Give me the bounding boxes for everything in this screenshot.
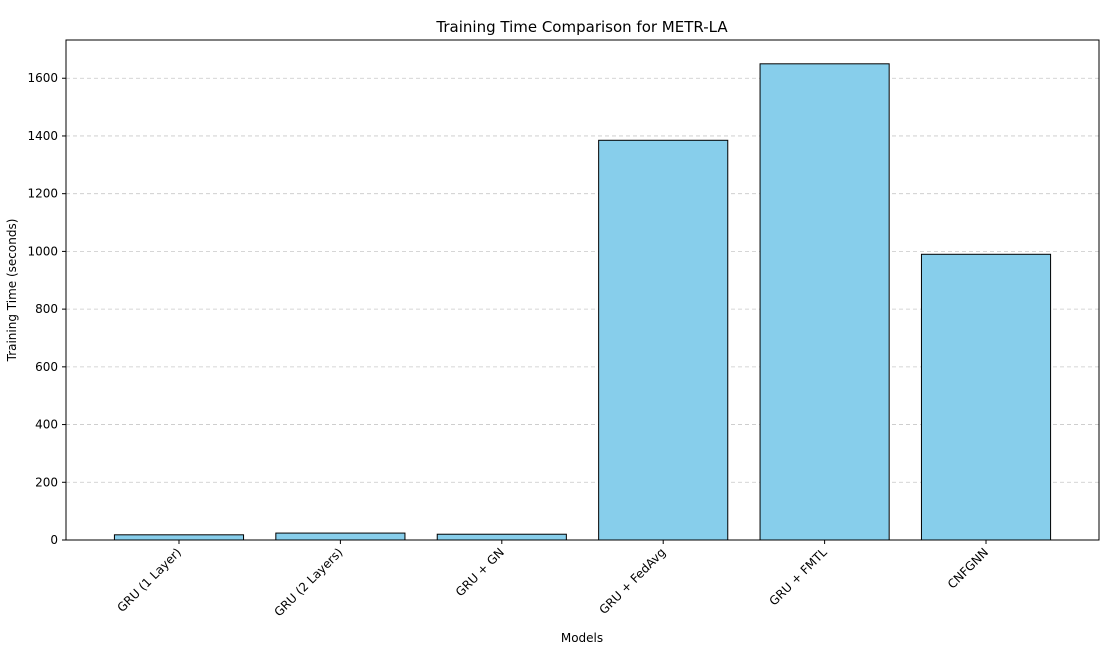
y-tick-label: 400: [35, 418, 58, 432]
y-tick-label: 200: [35, 475, 58, 489]
bar: [598, 139, 729, 541]
x-tick-label: GRU (1 Layer): [114, 545, 184, 615]
y-tick-label: 800: [35, 302, 58, 316]
bar: [436, 533, 567, 541]
y-axis-label: Training Time (seconds): [5, 219, 19, 363]
bar: [759, 63, 890, 541]
x-axis: GRU (1 Layer) GRU (2 Layers) GRU + GN GRU +…: [114, 540, 991, 619]
y-tick-label: 1000: [27, 244, 58, 258]
bars: [113, 63, 1052, 541]
y-tick-label: 1200: [27, 187, 58, 201]
plot-frame: [65, 39, 1100, 541]
y-tick-label: 1600: [27, 71, 58, 85]
bar: [275, 532, 406, 541]
x-tick-label: GRU + GN: [453, 545, 507, 599]
y-tick-label: 0: [50, 533, 58, 547]
bar: [920, 253, 1052, 541]
y-tick-label: 600: [35, 360, 58, 374]
bar: [113, 534, 245, 541]
chart-title: Training Time Comparison for METR-LA: [435, 18, 728, 36]
x-tick-label: CNFGNN: [945, 545, 991, 591]
y-axis: 0 200 400 600 800 1000 1200 1400 1600: [27, 71, 66, 547]
x-tick-label: GRU (2 Layers): [271, 545, 345, 619]
y-tick-label: 1400: [27, 129, 58, 143]
x-tick-label: GRU + FMTL: [767, 545, 830, 608]
x-axis-label: Models: [561, 631, 603, 645]
x-tick-label: GRU + FedAvg: [596, 545, 668, 617]
